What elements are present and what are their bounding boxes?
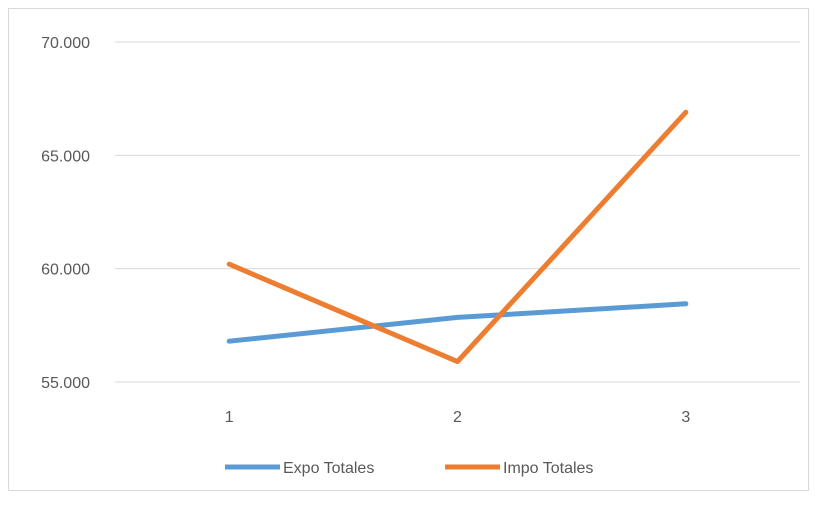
legend: Expo Totales Impo Totales xyxy=(225,460,593,477)
legend-label: Expo Totales xyxy=(283,460,374,477)
x-tick-label: 3 xyxy=(681,409,690,426)
series-line-2 xyxy=(226,109,689,365)
y-tick-label: 55.000 xyxy=(41,375,90,392)
y-axis-ticks: 55.000 60.000 65.000 70.000 xyxy=(41,35,90,392)
y-tick-label: 65.000 xyxy=(41,148,90,165)
x-tick-label: 2 xyxy=(453,409,462,426)
y-tick-label: 70.000 xyxy=(41,35,90,52)
y-tick-label: 60.000 xyxy=(41,262,90,279)
x-tick-label: 1 xyxy=(225,409,234,426)
legend-label: Impo Totales xyxy=(503,460,593,477)
series-line-1 xyxy=(226,301,689,344)
series-lines xyxy=(226,109,689,365)
chart-border xyxy=(8,8,809,491)
x-axis-ticks: 1 2 3 xyxy=(225,409,691,426)
gridlines xyxy=(115,41,800,383)
